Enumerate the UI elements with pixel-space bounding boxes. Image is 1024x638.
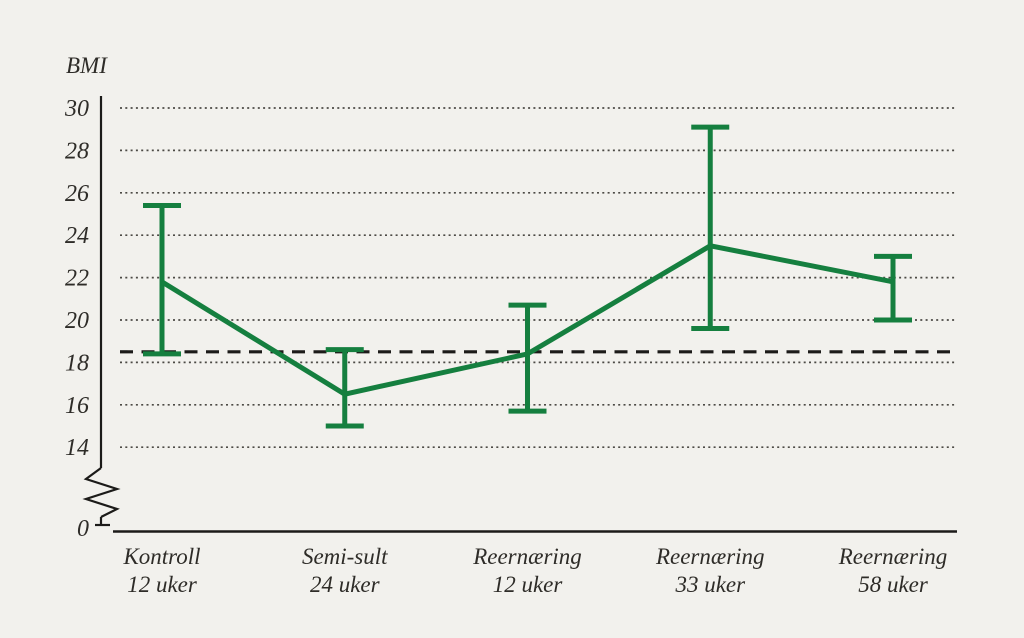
y-tick-label: 28 xyxy=(65,138,89,164)
y-tick-label: 24 xyxy=(65,223,89,249)
labels-layer: 30 28 26 24 22 20 18 16 14 0 Kontroll 12 uker Semi-s… xyxy=(64,96,947,597)
y-tick-label: 14 xyxy=(65,435,89,461)
series-layer xyxy=(143,124,912,429)
y-tick-label: 30 xyxy=(64,96,89,122)
x-category-label: Kontroll xyxy=(122,544,200,569)
y-tick-label: 22 xyxy=(65,266,89,292)
y-axis-title: BMI xyxy=(66,53,108,78)
x-category-label: Reernæring xyxy=(472,544,582,569)
x-category-label: Reernæring xyxy=(655,544,765,569)
x-category-sublabel: 33 uker xyxy=(674,572,746,597)
x-category-sublabel: 12 uker xyxy=(127,572,198,597)
x-category-label: Semi-sult xyxy=(302,544,388,569)
y-tick-label: 20 xyxy=(65,308,89,334)
y-origin-label: 0 xyxy=(77,516,89,542)
x-category-label: Reernæring xyxy=(838,544,948,569)
gridlines-layer xyxy=(120,107,956,449)
x-category-sublabel: 24 uker xyxy=(310,572,381,597)
y-tick-label: 26 xyxy=(65,181,89,207)
x-category-sublabel: 58 uker xyxy=(858,572,929,597)
x-category-sublabel: 12 uker xyxy=(493,572,564,597)
axes-layer xyxy=(82,96,957,533)
y-tick-label: 16 xyxy=(65,393,89,419)
y-tick-label: 18 xyxy=(65,350,89,376)
series-line xyxy=(160,243,894,397)
y-axis-break-zigzag xyxy=(82,467,121,518)
